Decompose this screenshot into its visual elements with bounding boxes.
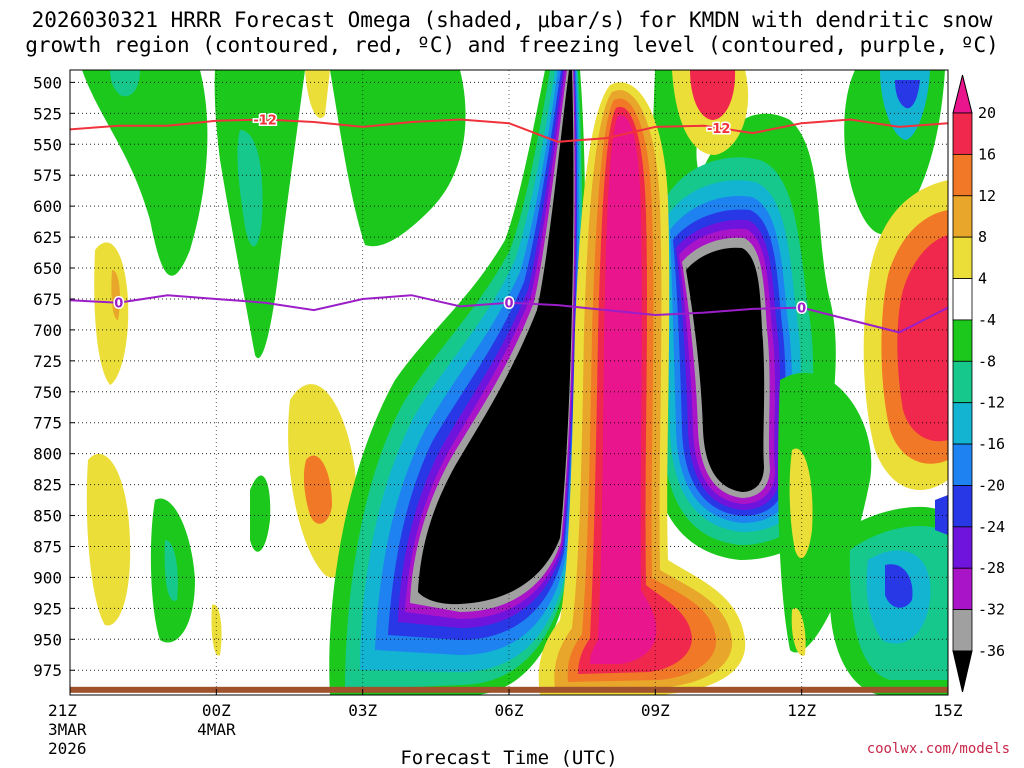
y-tick-label-500: 500 (33, 73, 62, 92)
omega-region-teal-lower-left (164, 540, 178, 601)
omega-core-black (418, 70, 574, 605)
omega-shading (70, 70, 948, 695)
y-tick-label-550: 550 (33, 135, 62, 154)
x-tick-label-09Z: 09Z (641, 701, 670, 720)
omega-region-blue-far-right (895, 80, 920, 109)
colorbar-band-2 (952, 195, 973, 238)
colorbar-label-12: -32 (978, 601, 1005, 619)
omega-region-green-small (250, 475, 271, 552)
y-axis: 500 525 550 575 600 625 650 675 700 725 750 775 800 8… (33, 73, 75, 680)
credit-text: coolwx.com/models (866, 741, 1010, 757)
y-tick-label-900: 900 (33, 568, 62, 587)
omega-sub-magenta (590, 115, 657, 664)
contour-lines: -12 -12 0 0 0 (69, 112, 949, 334)
x-tick-year-21Z: 2026 (48, 739, 87, 758)
omega-region-yellow-right-lower (791, 608, 806, 656)
colorbar-label-1: 16 (978, 145, 996, 163)
omega-region-teal-upper-mid (237, 130, 263, 247)
freezing-level-label-1: 0 (504, 297, 513, 312)
y-tick-label-700: 700 (33, 321, 62, 340)
y-tick-label-675: 675 (33, 290, 62, 309)
colorbar-band-4 (952, 278, 973, 321)
colorbar-label-11: -28 (978, 559, 1005, 577)
colorbar-band-7 (952, 402, 973, 445)
colorbar-band-6 (952, 360, 973, 404)
dgz-contour-label-0: -12 (253, 114, 277, 129)
colorbar-band-0 (952, 112, 973, 155)
y-tick-label-975: 975 (33, 661, 62, 680)
x-axis-label: Forecast Time (UTC) (400, 747, 617, 768)
y-tick-label-875: 875 (33, 537, 62, 556)
dgz-contour-label-1: -12 (707, 122, 731, 137)
omega-region-orange-d (303, 455, 332, 524)
omega-region-yellow-a-inner (111, 270, 120, 320)
y-tick-label-525: 525 (33, 104, 62, 123)
y-tick-label-850: 850 (33, 507, 62, 526)
y-tick-label-625: 625 (33, 228, 62, 247)
y-tick-label-950: 950 (33, 630, 62, 649)
colorbar-band-3 (952, 236, 973, 279)
colorbar-label-6: -8 (978, 352, 996, 370)
omega-region-blue-far-right-edge (935, 495, 948, 535)
colorbar-label-9: -20 (978, 476, 1005, 494)
colorbar-label-7: -12 (978, 394, 1005, 412)
colorbar-label-2: 12 (978, 187, 996, 205)
omega-region-yellow-c (305, 70, 330, 118)
x-tick-date-21Z: 3MAR (48, 720, 87, 739)
y-tick-label-800: 800 (33, 445, 62, 464)
omega-region-yellow-b (86, 453, 131, 626)
y-tick-label-775: 775 (33, 414, 62, 433)
omega-region-blue-far-right-low (885, 564, 913, 608)
colorbar-label-3: 8 (978, 228, 987, 246)
colorbar-label-10: -24 (978, 518, 1005, 536)
y-tick-label-725: 725 (33, 352, 62, 371)
colorbar-bottom-triangle (952, 650, 973, 693)
colorbar-label-13: -36 (978, 642, 1005, 660)
colorbar-band-10 (952, 526, 973, 569)
y-tick-label-925: 925 (33, 599, 62, 618)
colorbar-band-1 (952, 153, 973, 197)
omega-region-teal-top-left (110, 70, 140, 97)
omega-region-green-top-mid (330, 70, 466, 247)
colorbar: 20 16 12 8 4 -4 -8 -12 -16 -20 -24 -28 -32 -36 (952, 74, 1005, 693)
y-tick-label-575: 575 (33, 166, 62, 185)
omega-region-green-top-left (82, 70, 208, 276)
x-tick-label-06Z: 06Z (495, 701, 524, 720)
freezing-level-line (69, 294, 949, 334)
y-tick-label-825: 825 (33, 476, 62, 495)
chart-title-line2: growth region (contoured, red, ºC) and f… (25, 33, 999, 57)
colorbar-top-triangle (952, 74, 973, 114)
colorbar-band-9 (952, 485, 973, 528)
x-tick-label-12Z: 12Z (787, 701, 816, 720)
colorbar-band-5 (952, 319, 973, 362)
omega-region-red-upper-right (690, 70, 736, 120)
x-tick-date-00Z: 4MAR (197, 720, 236, 739)
freezing-level-label-2: 0 (797, 302, 806, 317)
colorbar-label-5: -4 (978, 311, 996, 329)
y-tick-label-600: 600 (33, 197, 62, 216)
omega-region-yellow-a (94, 242, 129, 385)
x-tick-label-00Z: 00Z (202, 701, 231, 720)
y-tick-label-750: 750 (33, 383, 62, 402)
colorbar-label-0: 20 (978, 104, 996, 122)
x-tick-label-21Z: 21Z (48, 701, 77, 720)
y-tick-label-650: 650 (33, 259, 62, 278)
x-tick-label-15Z: 15Z (934, 701, 963, 720)
omega-region-red-far-right (897, 235, 948, 442)
colorbar-label-8: -16 (978, 435, 1005, 453)
x-tick-label-03Z: 03Z (348, 701, 377, 720)
omega-region-yellow-right-mid (789, 448, 813, 559)
colorbar-label-4: 4 (978, 270, 987, 288)
colorbar-band-8 (952, 443, 973, 486)
colorbar-band-12 (952, 609, 973, 652)
freezing-level-label-0: 0 (114, 297, 123, 312)
dgz-contour-line (69, 118, 949, 143)
chart-title-line1: 2026030321 HRRR Forecast Omega (shaded, … (31, 8, 993, 32)
colorbar-band-11 (952, 567, 973, 611)
